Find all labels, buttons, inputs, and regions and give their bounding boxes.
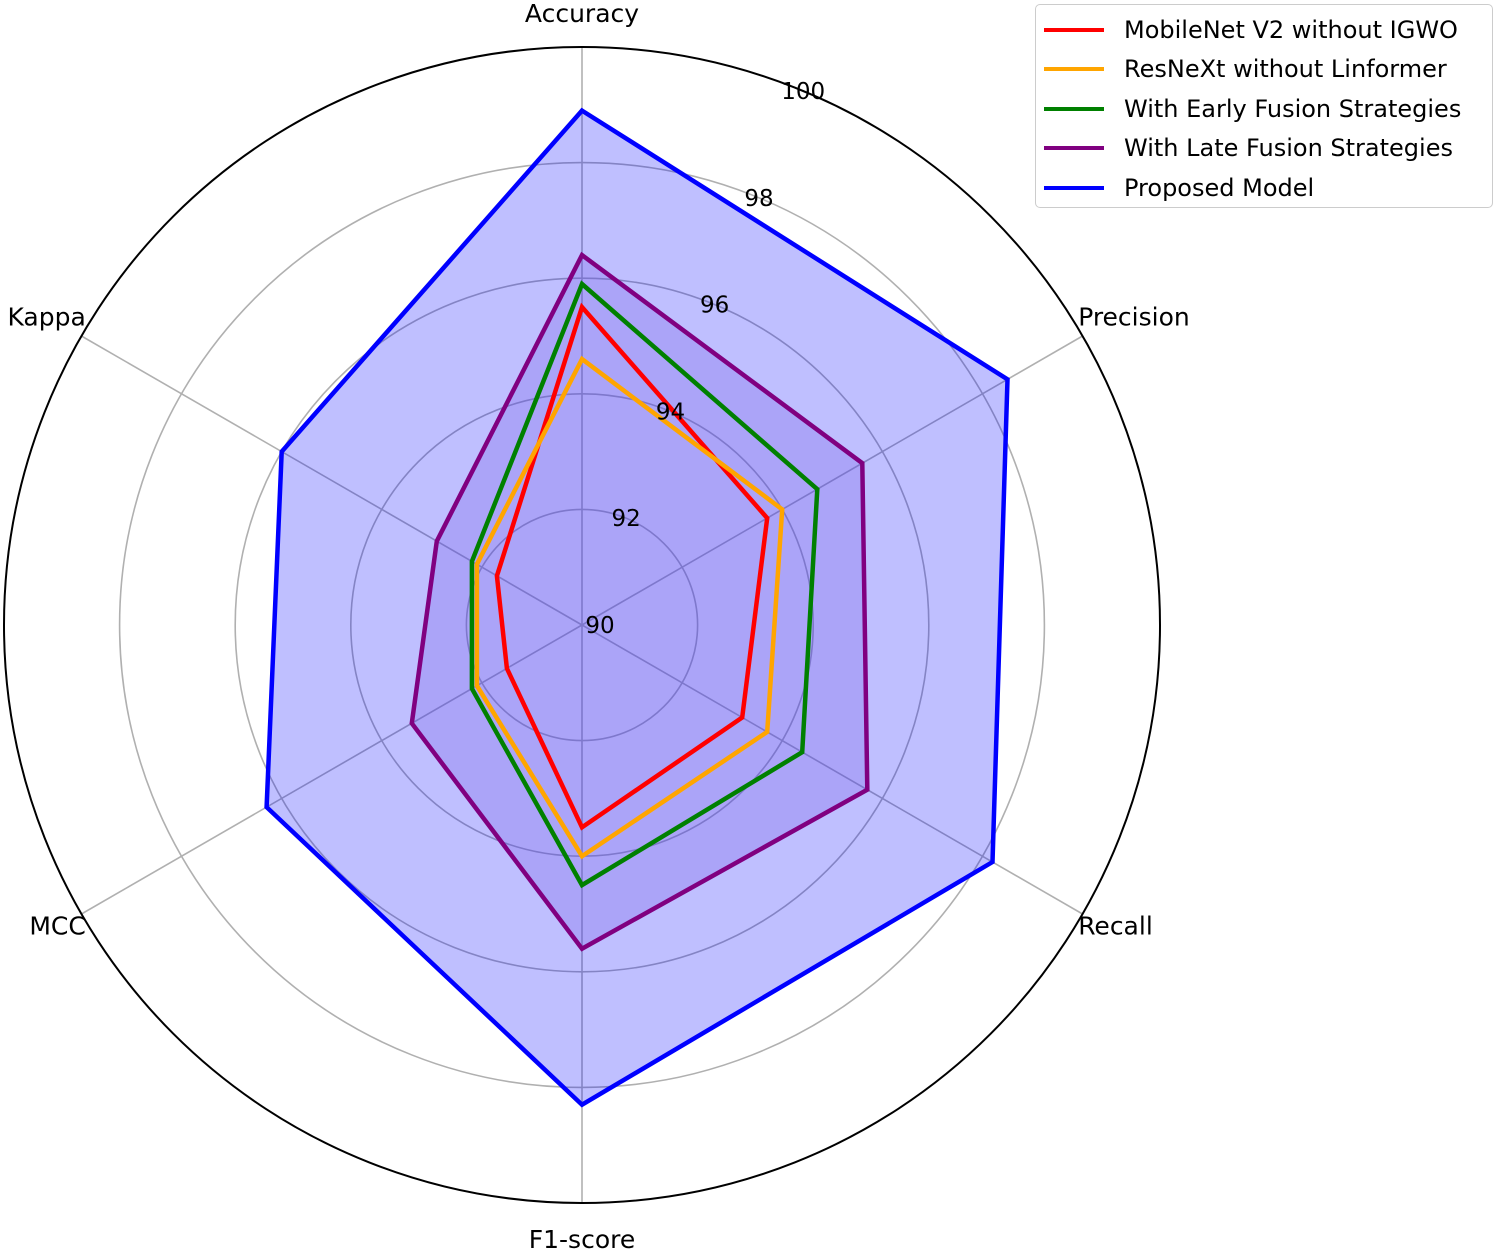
axis-label: Accuracy (525, 0, 639, 28)
legend-swatch (1044, 67, 1104, 72)
series-line (264, 107, 1010, 1108)
legend-label: With Early Fusion Strategies (1124, 94, 1462, 123)
legend-swatch (1044, 106, 1104, 111)
legend-item: With Late Fusion Strategies (1044, 129, 1492, 169)
legend-label: MobileNet V2 without IGWO (1124, 15, 1458, 44)
radial-tick-label: 98 (744, 186, 773, 212)
legend-swatch (1044, 27, 1104, 32)
axis-label: Kappa (7, 303, 85, 332)
series-fill (266, 110, 1008, 1105)
grid-circle (118, 161, 1046, 1089)
legend-label: With Late Fusion Strategies (1124, 134, 1453, 163)
radial-tick-label: 100 (781, 79, 825, 105)
radial-tick-label: 94 (656, 399, 685, 425)
radial-tick-label: 90 (585, 613, 614, 639)
axis-spoke (581, 335, 1083, 626)
legend-item: With Early Fusion Strategies (1044, 89, 1492, 129)
series-line (494, 302, 770, 831)
radial-tick-label: 92 (612, 506, 641, 532)
radar-series (264, 107, 1010, 1108)
series-line (469, 280, 820, 889)
legend-item: MobileNet V2 without IGWO (1044, 10, 1492, 50)
axis-spoke (81, 624, 583, 915)
legend-swatch (1044, 146, 1104, 151)
chart-legend: MobileNet V2 without IGWO ResNeXt withou… (1035, 4, 1493, 208)
radar-labels: 90 92 94 96 98 100 Accuracy Precision Recall F1-s… (7, 0, 1189, 1252)
axis-spoke (581, 624, 1083, 915)
axis-label: F1-score (529, 1225, 635, 1252)
axis-label: Recall (1078, 912, 1153, 941)
radial-tick-label: 96 (700, 293, 729, 319)
legend-item: ResNeXt without Linformer (1044, 50, 1492, 90)
grid-circle (465, 508, 699, 742)
axis-label: MCC (29, 912, 85, 941)
series-line (474, 355, 785, 860)
legend-swatch (1044, 185, 1104, 190)
legend-label: ResNeXt without Linformer (1124, 55, 1447, 84)
grid-circle (234, 277, 930, 973)
axis-label: Precision (1078, 303, 1190, 332)
legend-label: Proposed Model (1124, 173, 1315, 202)
series-line (409, 251, 870, 952)
outer-frame (3, 46, 1161, 1204)
legend-item: Proposed Model (1044, 168, 1492, 208)
